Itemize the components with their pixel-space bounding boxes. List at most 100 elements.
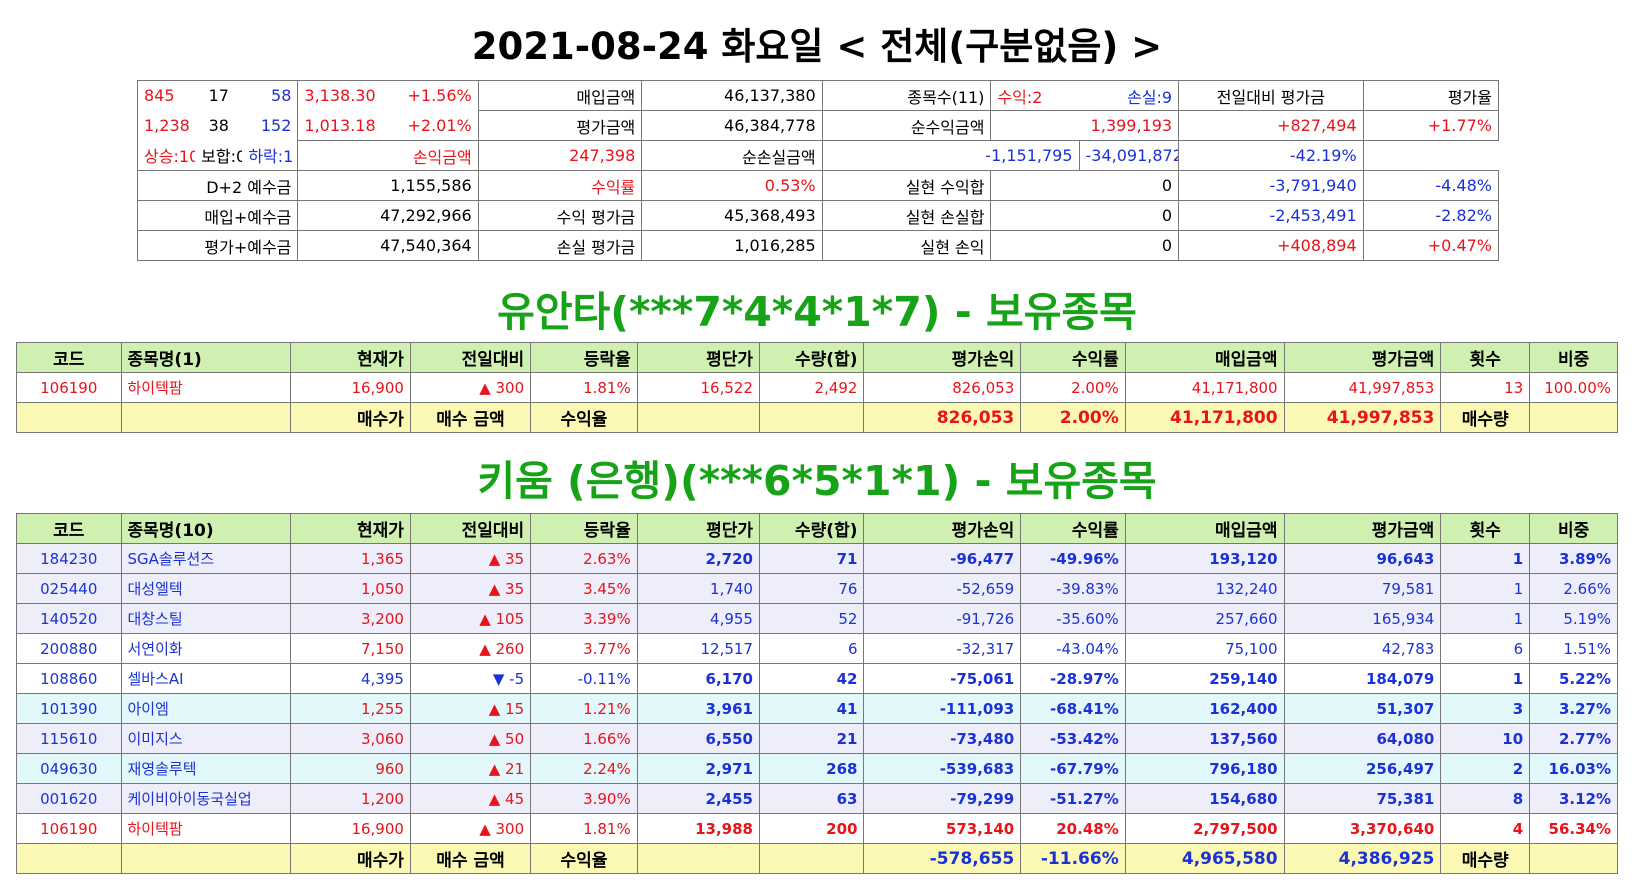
column-header[interactable]: 평단가: [636, 513, 760, 544]
summary-row: 1,238 38 152 1,013.18 +2.01% 평가금액 46,384,778 순수…: [137, 110, 1500, 141]
table-row[interactable]: 106190 하이텍팜 16,900 ▲ 300 1.81% 16,522 2,492 826…: [16, 372, 1618, 403]
total-cell: 41,997,853: [1283, 402, 1442, 433]
column-header[interactable]: 종목명(10): [120, 513, 291, 544]
summary-row: 상승:10 보합:0 하락:1 손익금액 247,398 순손실금액 -1,151,795-…: [137, 140, 1499, 171]
table-cell: 3.12%: [1529, 783, 1618, 814]
table-cell: -32,317: [863, 633, 1022, 664]
table-cell: 3,060: [289, 723, 411, 754]
table-cell: -49.96%: [1020, 543, 1126, 574]
total-cell: -578,655: [863, 843, 1022, 874]
table-row[interactable]: 049630 재영솔루텍 960 ▲ 21 2.24% 2,971 268 -539,683-…: [16, 753, 1618, 784]
summary-cell: 45,368,493: [641, 200, 823, 231]
summary-cell: 247,398: [477, 140, 643, 171]
table-cell: 63: [758, 783, 865, 814]
table-cell: -91,726: [863, 603, 1022, 634]
table-cell: 2,455: [636, 783, 760, 814]
stock-name-cell: 셀바스AI: [120, 663, 291, 694]
table-row[interactable]: 115610 이미지스 3,060 ▲ 50 1.66% 6,550 21 -73,480 -5…: [16, 723, 1618, 754]
total-cell: 매수가: [289, 843, 411, 874]
column-header[interactable]: 비중: [1529, 513, 1618, 544]
table-cell: -96,477: [863, 543, 1022, 574]
summary-cell: 평가율: [1362, 80, 1500, 111]
table-row[interactable]: 025440 대성엘텍 1,050 ▲ 35 3.45% 1,740 76 -52,659 -3…: [16, 573, 1618, 604]
table-cell: -79,299: [863, 783, 1022, 814]
table-cell: 796,180: [1124, 753, 1285, 784]
summary-cell: 실현 손익: [821, 230, 992, 261]
column-header[interactable]: 횟수: [1440, 513, 1531, 544]
table-cell: 106190: [16, 372, 122, 403]
table-row[interactable]: 001620 케이비아이동국실업 1,200 ▲ 45 3.90% 2,455 63 -79,…: [16, 783, 1618, 814]
column-header[interactable]: 코드: [16, 342, 122, 373]
stock-name-cell: 하이텍팜: [120, 372, 291, 403]
table-cell: 52: [758, 603, 865, 634]
column-header[interactable]: 평단가: [636, 342, 760, 373]
table-cell: ▲ 35: [409, 573, 532, 604]
summary-cell: 1,238: [137, 110, 196, 141]
table-cell: 3.89%: [1529, 543, 1618, 574]
column-header[interactable]: 매입금액: [1124, 513, 1285, 544]
table-cell: 41,997,853: [1283, 372, 1442, 403]
summary-cell: 종목수(11): [821, 80, 992, 111]
stock-name-cell: SGA솔루션즈: [120, 543, 291, 574]
table-cell: 3.77%: [530, 633, 638, 664]
column-header[interactable]: 전일대비: [409, 513, 532, 544]
summary-cell: 58: [242, 80, 299, 111]
table-cell: 41: [758, 693, 865, 724]
table-cell: 2.66%: [1529, 573, 1618, 604]
summary-cell: -42.19%: [1178, 140, 1364, 171]
table-cell: 12,517: [636, 633, 760, 664]
table-cell: 106190: [16, 813, 122, 844]
column-header[interactable]: 비중: [1529, 342, 1618, 373]
column-header[interactable]: 수량(합): [758, 513, 865, 544]
column-header[interactable]: 등락율: [530, 342, 638, 373]
table-cell: 1.66%: [530, 723, 638, 754]
table-cell: 6,550: [636, 723, 760, 754]
column-header[interactable]: 코드: [16, 513, 122, 544]
table-cell: 1,740: [636, 573, 760, 604]
table-cell: 21: [758, 723, 865, 754]
column-header[interactable]: 평가손익: [863, 513, 1022, 544]
table-row[interactable]: 200880 서연이화 7,150 ▲ 260 3.77% 12,517 6 -32,317-…: [16, 633, 1618, 664]
column-header[interactable]: 현재가: [289, 513, 411, 544]
column-header[interactable]: 매입금액: [1124, 342, 1285, 373]
table-cell: 1: [1440, 603, 1531, 634]
account-summary-table: 845 17 58 3,138.30 +1.56% 매입금액 46,137,380 종목수(1…: [136, 80, 1500, 261]
table-cell: -43.04%: [1020, 633, 1126, 664]
table-cell: 1.21%: [530, 693, 638, 724]
table-cell: 049630: [16, 753, 122, 784]
column-header[interactable]: 평가금액: [1283, 513, 1442, 544]
column-header[interactable]: 수량(합): [758, 342, 865, 373]
summary-cell: 전일대비 평가금: [1178, 80, 1364, 111]
column-header[interactable]: 수익률: [1020, 513, 1126, 544]
column-header[interactable]: 종목명(1): [120, 342, 291, 373]
table-cell: -51.27%: [1020, 783, 1126, 814]
summary-cell: -1,151,795: [821, 140, 1080, 171]
column-header[interactable]: 현재가: [289, 342, 411, 373]
table-cell: 4: [1440, 813, 1531, 844]
summary-cell: 46,137,380: [641, 80, 823, 111]
table-cell: 5.19%: [1529, 603, 1618, 634]
table-row[interactable]: 140520 대창스틸 3,200 ▲ 105 3.39% 4,955 52 -91,726-…: [16, 603, 1618, 634]
column-header[interactable]: 등락율: [530, 513, 638, 544]
table-cell: ▲ 105: [409, 603, 532, 634]
table-cell: 10: [1440, 723, 1531, 754]
column-header[interactable]: 전일대비: [409, 342, 532, 373]
column-header[interactable]: 평가손익: [863, 342, 1022, 373]
column-header[interactable]: 횟수: [1440, 342, 1531, 373]
table-cell: 71: [758, 543, 865, 574]
table-cell: 154,680: [1124, 783, 1285, 814]
table-cell: 1: [1440, 663, 1531, 694]
table-cell: 100.00%: [1529, 372, 1618, 403]
column-header[interactable]: 평가금액: [1283, 342, 1442, 373]
table-row[interactable]: 101390 아이엠 1,255 ▲ 15 1.21% 3,961 41 -111,093 -6…: [16, 693, 1618, 724]
table-row[interactable]: 108860 셀바스AI 4,395 ▼ -5 -0.11% 6,170 42 -75,061…: [16, 663, 1618, 694]
summary-cell: 38: [208, 116, 229, 135]
table-row[interactable]: 184230 SGA솔루션즈 1,365 ▲ 35 2.63% 2,720 71 -96,47…: [16, 543, 1618, 574]
table-cell: 4,395: [289, 663, 411, 694]
summary-cell: -2,453,491: [1178, 200, 1364, 231]
stock-name-cell: 케이비아이동국실업: [120, 783, 291, 814]
column-header[interactable]: 수익률: [1020, 342, 1126, 373]
table-cell: -28.97%: [1020, 663, 1126, 694]
summary-cell: 수익률: [477, 170, 643, 201]
table-row[interactable]: 106190 하이텍팜 16,900 ▲ 300 1.81% 13,988 200 573,1…: [16, 813, 1618, 844]
